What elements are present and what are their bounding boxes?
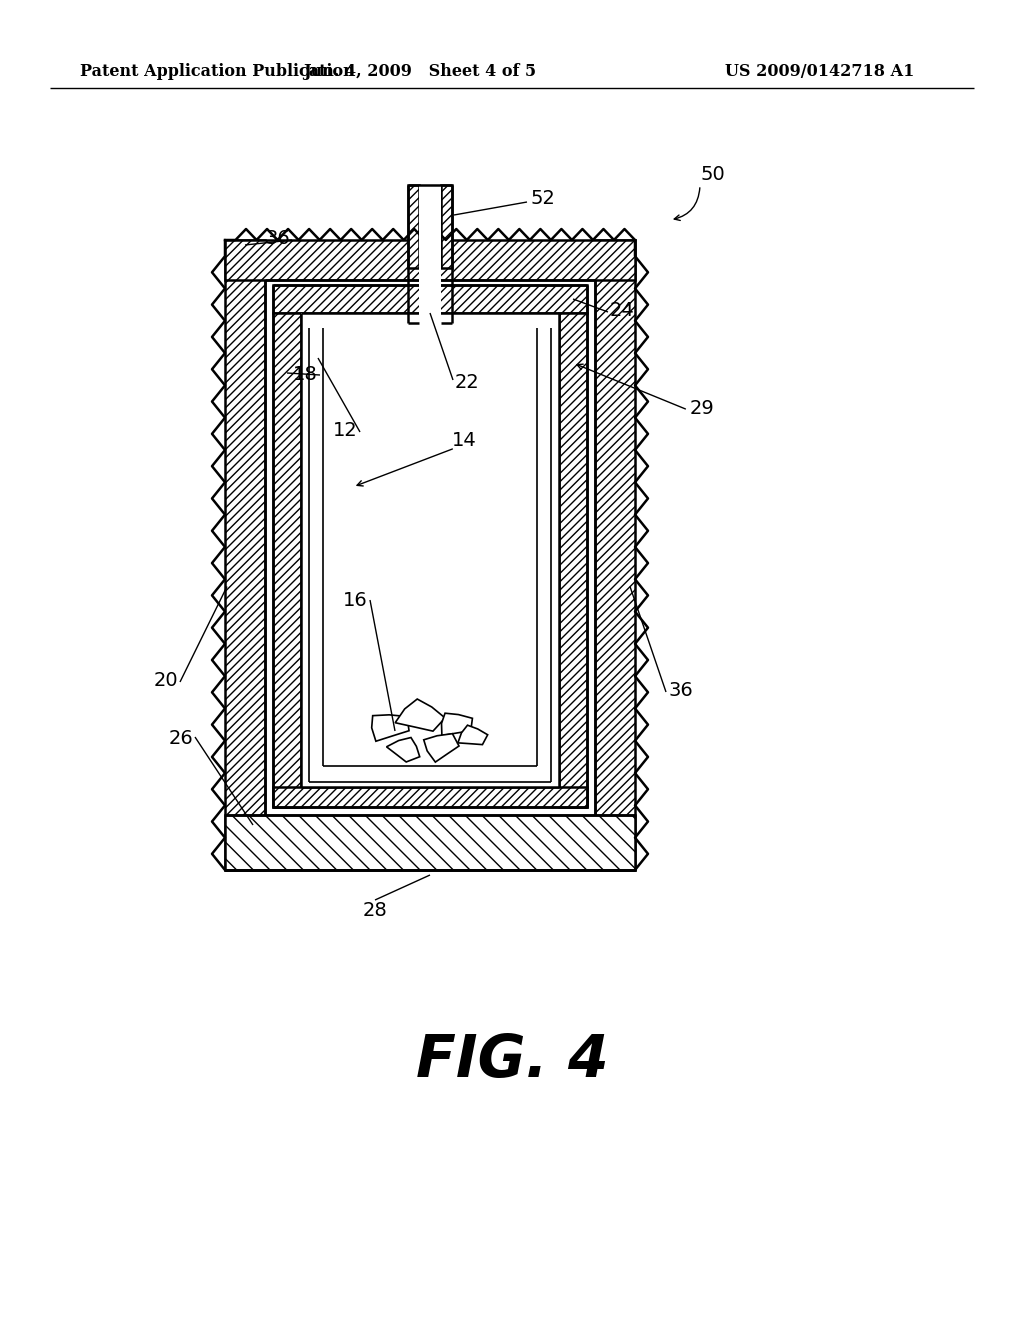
Polygon shape — [441, 713, 472, 735]
Bar — [323, 327, 537, 766]
Text: Jun. 4, 2009   Sheet 4 of 5: Jun. 4, 2009 Sheet 4 of 5 — [303, 63, 537, 81]
Bar — [225, 240, 265, 870]
Polygon shape — [386, 738, 420, 762]
Bar — [419, 240, 441, 282]
Bar — [419, 185, 441, 323]
Text: 22: 22 — [455, 372, 480, 392]
Bar — [225, 240, 635, 280]
Text: 50: 50 — [700, 165, 725, 185]
Bar — [301, 313, 559, 787]
Polygon shape — [424, 734, 459, 762]
Bar — [273, 787, 587, 807]
Text: 12: 12 — [333, 421, 358, 440]
Bar — [225, 814, 635, 870]
Text: 29: 29 — [690, 399, 715, 417]
Polygon shape — [372, 715, 409, 742]
Text: 28: 28 — [362, 900, 387, 920]
Text: 18: 18 — [293, 366, 318, 384]
Polygon shape — [395, 700, 445, 731]
Text: 14: 14 — [452, 430, 477, 450]
Text: 52: 52 — [530, 189, 555, 207]
Text: US 2009/0142718 A1: US 2009/0142718 A1 — [725, 63, 914, 81]
Bar — [309, 327, 323, 781]
Bar — [273, 313, 301, 807]
Bar — [559, 313, 587, 807]
Text: 24: 24 — [610, 301, 635, 319]
Text: 36: 36 — [668, 681, 693, 700]
Polygon shape — [458, 725, 487, 744]
Bar — [408, 185, 419, 268]
Bar — [441, 185, 452, 268]
Bar — [537, 327, 551, 781]
Text: 36: 36 — [265, 228, 290, 248]
Bar — [273, 285, 587, 313]
Bar — [595, 240, 635, 870]
Text: FIG. 4: FIG. 4 — [416, 1031, 608, 1089]
Text: 16: 16 — [343, 590, 368, 610]
Text: 20: 20 — [154, 671, 178, 689]
Bar — [309, 766, 551, 781]
Text: 26: 26 — [168, 729, 193, 747]
Text: Patent Application Publication: Patent Application Publication — [80, 63, 354, 81]
